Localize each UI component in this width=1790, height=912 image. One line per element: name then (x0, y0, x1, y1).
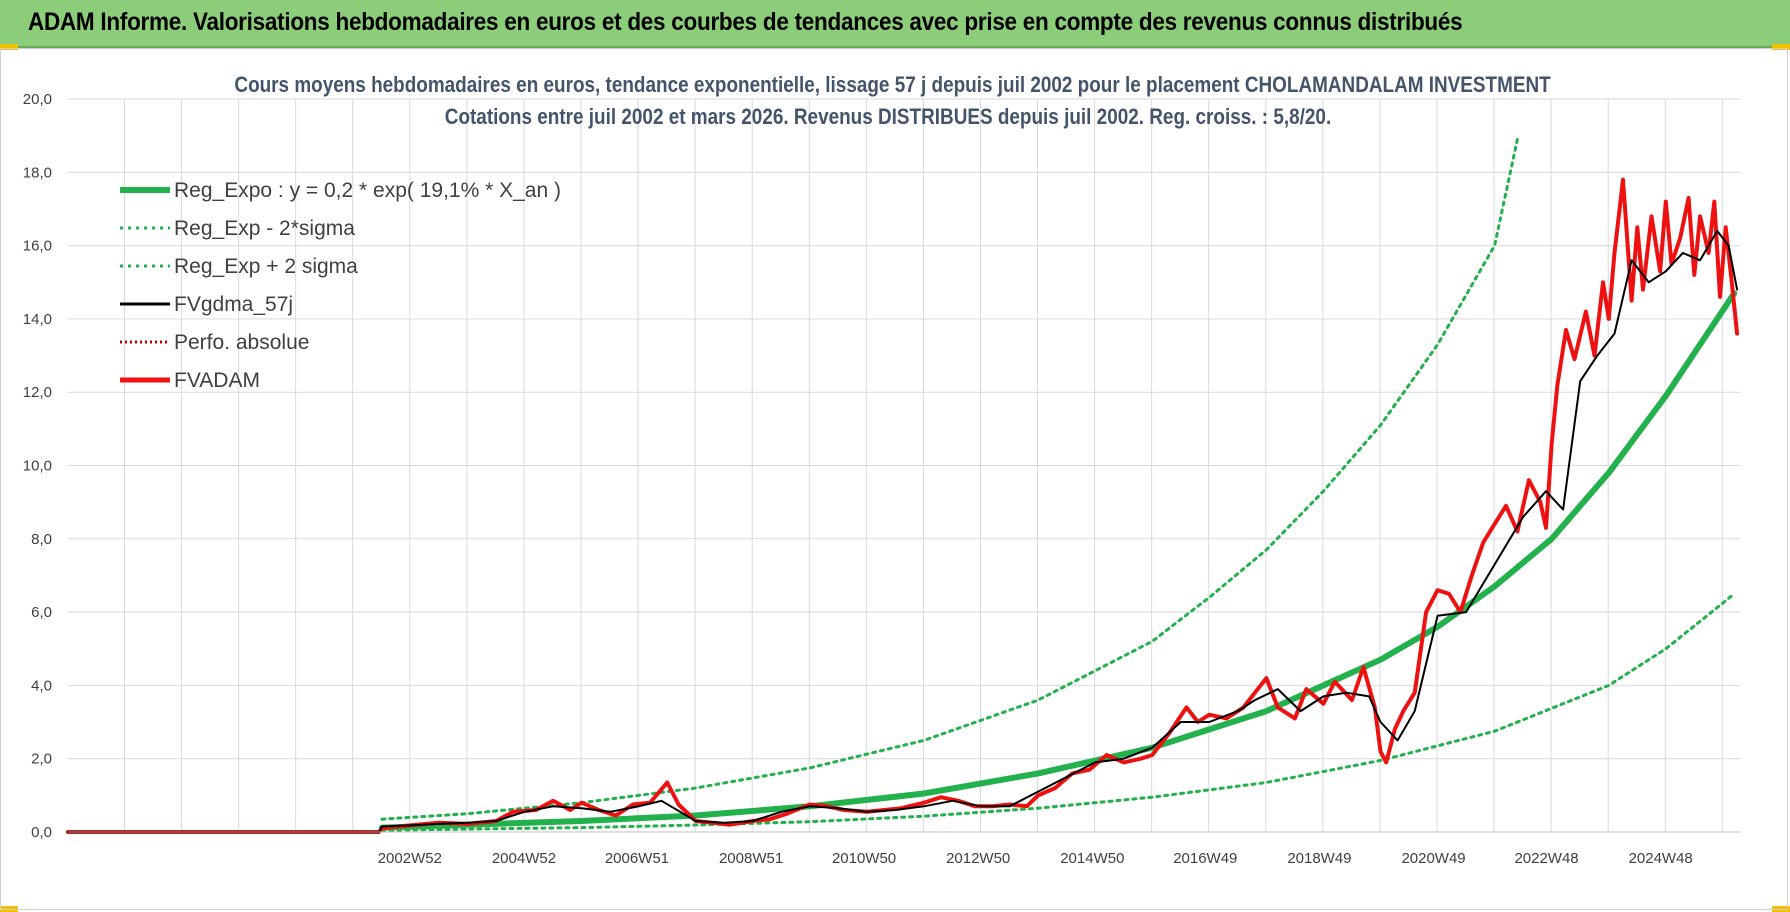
corner-marker (1772, 44, 1790, 50)
x-tick-label: 2004W52 (492, 850, 556, 867)
y-tick-label: 20,0 (23, 91, 52, 108)
chart-title: Cours moyens hebdomadaires en euros, ten… (234, 72, 1551, 97)
x-tick-label: 2018W49 (1287, 850, 1351, 867)
legend-label-reg-exp-2-sigma: Reg_Exp + 2 sigma (174, 255, 358, 278)
x-tick-label: 2002W52 (378, 850, 442, 867)
grid-layer (68, 98, 1740, 833)
y-axis: 0,0 2,0 4,0 6,0 8,0 10,0 12,0 14,0 16,0 18,0 20,0 (23, 91, 52, 841)
y-tick-label: 12,0 (23, 384, 52, 401)
x-tick-label: 2012W50 (946, 850, 1010, 867)
report-banner: ADAM Informe. Valorisations hebdomadaire… (0, 0, 1790, 48)
legend: Reg_Expo : y = 0,2 * exp( 19,1% * X_an )… (120, 179, 561, 392)
x-tick-label: 2014W50 (1060, 850, 1124, 867)
series-line-fvgdma-57j (67, 229, 1739, 833)
x-tick-label: 2020W49 (1401, 850, 1465, 867)
legend-label-reg-exp-2-sigma: Reg_Exp - 2*sigma (174, 217, 355, 240)
y-tick-label: 2,0 (31, 751, 52, 768)
series-layer (66, 137, 1740, 834)
series-line-reg-expo-y-0-2-exp-19-1-x-an (378, 290, 1738, 831)
legend-label-perfo-absolue: Perfo. absolue (174, 331, 309, 354)
chart-subtitle: Cotations entre juil 2002 et mars 2026. … (444, 104, 1332, 129)
banner-title: ADAM Informe. Valorisations hebdomadaire… (28, 8, 1463, 36)
y-tick-label: 8,0 (31, 531, 52, 548)
legend-label-fvgdma-57j: FVgdma_57j (174, 293, 293, 316)
x-tick-label: 2006W51 (605, 850, 669, 867)
series-line-reg-exp-2-sigma (380, 592, 1736, 832)
series-line-reg-exp-2-sigma (380, 137, 1519, 821)
x-tick-label: 2024W48 (1629, 850, 1693, 867)
y-tick-label: 10,0 (23, 458, 52, 475)
y-tick-label: 6,0 (31, 604, 52, 621)
y-tick-label: 14,0 (23, 311, 52, 328)
y-tick-label: 16,0 (23, 238, 52, 255)
y-tick-label: 18,0 (23, 164, 52, 181)
x-tick-label: 2022W48 (1514, 850, 1578, 867)
x-tick-label: 2008W51 (719, 850, 783, 867)
corner-marker (0, 44, 18, 50)
y-tick-label: 4,0 (31, 677, 52, 694)
x-tick-label: 2010W50 (832, 850, 896, 867)
chart-frame (0, 48, 1788, 910)
series-line-fvadam (66, 177, 1740, 834)
x-axis: 2002W52 2004W52 2006W51 2008W51 2010W50 2012W… (68, 831, 1740, 867)
legend-label-reg-expo-y-0-2-exp-19-1-x-an: Reg_Expo : y = 0,2 * exp( 19,1% * X_an ) (174, 179, 561, 202)
legend-label-fvadam: FVADAM (174, 369, 260, 392)
x-tick-label: 2016W49 (1173, 850, 1237, 867)
y-tick-label: 0,0 (31, 824, 52, 841)
